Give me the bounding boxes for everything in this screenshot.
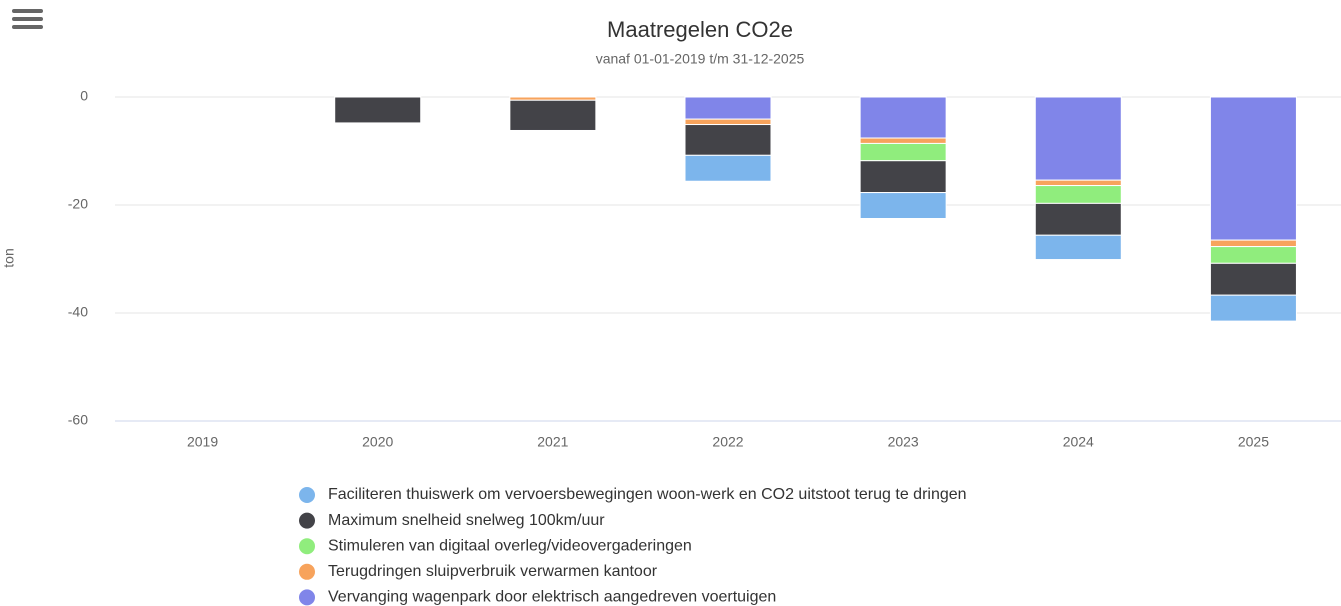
legend-symbol [299, 512, 315, 529]
legend-symbol [299, 487, 315, 503]
legend-item[interactable]: Maximum snelheid snelweg 100km/uur [299, 512, 605, 529]
legend-label: Faciliteren thuiswerk om vervoersbewegin… [328, 486, 967, 503]
bar-segment [684, 154, 772, 182]
legend-label: Maximum snelheid snelweg 100km/uur [328, 512, 605, 529]
x-tick-label: 2023 [888, 434, 919, 450]
y-tick-label: -60 [68, 412, 88, 428]
menu-bar [12, 25, 43, 29]
y-axis-label: ton [1, 248, 17, 267]
y-tick-label: 0 [80, 88, 88, 104]
menu-bar [12, 17, 43, 21]
y-tick-label: -40 [68, 304, 88, 320]
chart-subtitle: vanaf 01-01-2019 t/m 31-12-2025 [596, 51, 805, 67]
bar-segment [1034, 185, 1122, 204]
x-tick-label: 2025 [1238, 434, 1269, 450]
menu-button[interactable] [12, 9, 43, 29]
legend-item[interactable]: Stimuleren van digitaal overleg/videover… [299, 537, 692, 554]
bar-segment [859, 160, 947, 194]
legend-symbol [299, 538, 315, 555]
bar-segment [509, 99, 597, 131]
legend-label: Terugdringen sluipverbruik verwarmen kan… [328, 563, 658, 580]
bar-segment [1209, 96, 1297, 241]
bar-segment [1034, 96, 1122, 181]
bar-segment [1209, 239, 1297, 248]
legend-symbol [299, 589, 315, 606]
bar-segment [859, 96, 947, 139]
bar-segment [334, 96, 422, 124]
x-tick-label: 2019 [187, 434, 218, 450]
bar-segment [1034, 234, 1122, 261]
legend-symbol [299, 563, 315, 580]
x-tick-label: 2020 [362, 434, 393, 450]
y-tick-label: -20 [68, 196, 88, 212]
bar-segment [684, 96, 772, 120]
bar-segment [684, 124, 772, 156]
bar-segment [859, 142, 947, 162]
bar-segment [859, 192, 947, 220]
x-tick-label: 2022 [712, 434, 743, 450]
chart-title: Maatregelen CO2e [607, 17, 793, 42]
menu-bar [12, 9, 43, 13]
legend-item[interactable]: Terugdringen sluipverbruik verwarmen kan… [299, 563, 658, 580]
x-tick-label: 2024 [1063, 434, 1094, 450]
bar-segment [684, 118, 772, 126]
bar-segment [1209, 294, 1297, 322]
legend-label: Stimuleren van digitaal overleg/videover… [328, 537, 692, 554]
bar-segment [1209, 246, 1297, 264]
bar-segment [1209, 262, 1297, 296]
x-tick-label: 2021 [537, 434, 568, 450]
bar-segment [1034, 179, 1122, 187]
legend-item[interactable]: Vervanging wagenpark door elektrisch aan… [299, 589, 776, 606]
legend-label: Vervanging wagenpark door elektrisch aan… [328, 589, 776, 606]
legend-item[interactable]: Faciliteren thuiswerk om vervoersbewegin… [299, 486, 967, 503]
bar-segment [859, 137, 947, 144]
bar-segment [1034, 202, 1122, 236]
